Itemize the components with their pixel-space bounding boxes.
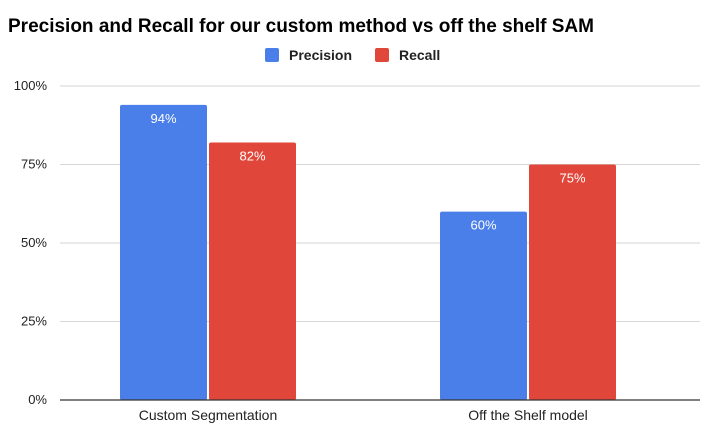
data-label-precision: 94% <box>150 111 176 126</box>
bar-precision <box>120 104 207 400</box>
legend-label-recall: Recall <box>399 47 440 63</box>
y-tick-label: 25% <box>21 314 47 329</box>
legend-swatch-recall <box>375 48 389 62</box>
data-label-recall: 75% <box>559 171 585 186</box>
bar-recall <box>209 142 296 400</box>
y-tick-label: 0% <box>28 392 47 407</box>
bar-recall <box>529 164 616 400</box>
data-labels: 94% 82% 60% 75% <box>150 111 585 233</box>
x-category-label: Off the Shelf model <box>468 407 588 423</box>
y-tick-label: 75% <box>21 157 47 172</box>
legend: Precision Recall <box>265 47 440 63</box>
y-tick-label: 50% <box>21 235 47 250</box>
x-category-label: Custom Segmentation <box>139 407 278 423</box>
legend-swatch-precision <box>265 48 279 62</box>
bar-precision <box>440 211 527 400</box>
y-axis-ticks: 0% 25% 50% 75% 100% <box>14 78 48 407</box>
legend-label-precision: Precision <box>289 47 352 63</box>
chart-title: Precision and Recall for our custom meth… <box>8 16 594 37</box>
data-label-precision: 60% <box>470 218 496 233</box>
data-label-recall: 82% <box>239 149 265 164</box>
bars <box>120 104 616 400</box>
x-axis-categories: Custom Segmentation Off the Shelf model <box>139 407 588 423</box>
y-tick-label: 100% <box>14 78 48 93</box>
